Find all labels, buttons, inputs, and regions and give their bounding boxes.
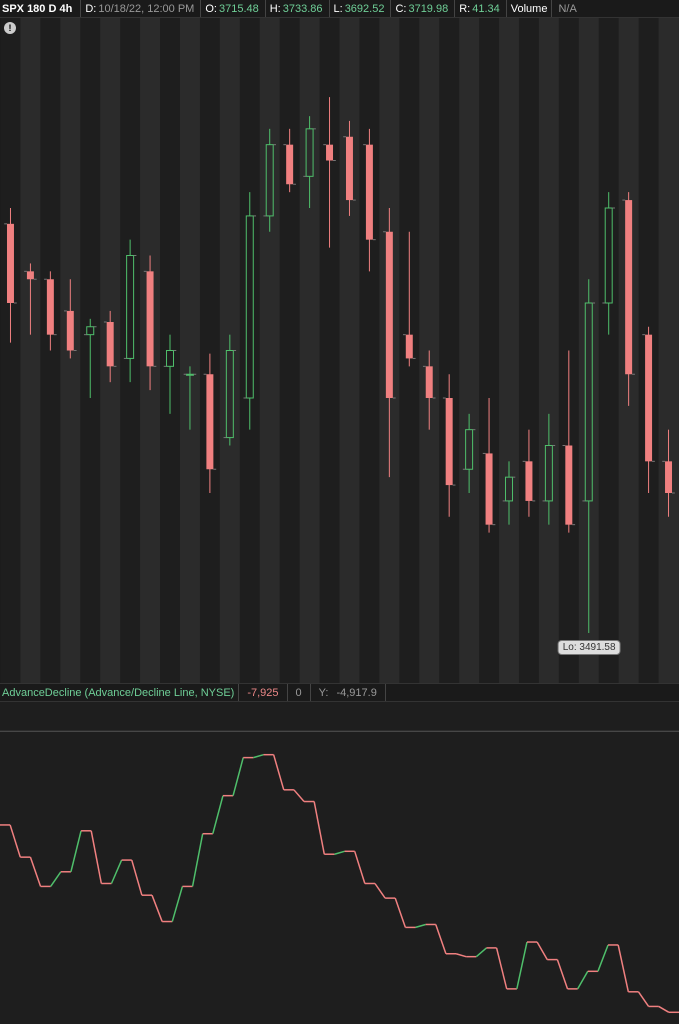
date-value: 10/18/22, 12:00 PM <box>96 3 196 15</box>
volume-value: N/A <box>556 3 578 15</box>
indicator-header: AdvanceDecline (Advance/Decline Line, NY… <box>0 684 679 702</box>
high-value: 3733.86 <box>281 3 325 15</box>
main-chart-header: SPX 180 D 4h D: 10/18/22, 12:00 PM O: 37… <box>0 0 679 18</box>
candlestick-svg <box>0 18 679 683</box>
close-value: 3719.98 <box>406 3 450 15</box>
range-label: R: <box>459 3 470 15</box>
indicator-y-label: Y: <box>315 687 333 699</box>
low-value: 3692.52 <box>343 3 387 15</box>
date-label: D: <box>85 3 96 15</box>
candlestick-chart[interactable]: ! Lo: 3491.58 <box>0 18 679 684</box>
indicator-value-3: -4,917.9 <box>332 687 380 699</box>
close-label: C: <box>395 3 406 15</box>
warning-icon[interactable]: ! <box>4 22 16 34</box>
indicator-name: AdvanceDecline (Advance/Decline Line, NY… <box>2 687 234 699</box>
indicator-value-2: 0 <box>292 687 306 699</box>
indicator-svg <box>0 702 679 1024</box>
low-price-marker: Lo: 3491.58 <box>558 640 621 655</box>
open-value: 3715.48 <box>217 3 261 15</box>
symbol-label: SPX 180 D 4h <box>2 3 76 15</box>
open-label: O: <box>205 3 217 15</box>
low-label: L: <box>334 3 343 15</box>
range-value: 41.34 <box>470 3 502 15</box>
indicator-value-1: -7,925 <box>243 687 282 699</box>
indicator-chart[interactable] <box>0 702 679 1024</box>
trading-chart-window: SPX 180 D 4h D: 10/18/22, 12:00 PM O: 37… <box>0 0 679 1024</box>
volume-label: Volume <box>511 3 548 15</box>
high-label: H: <box>270 3 281 15</box>
